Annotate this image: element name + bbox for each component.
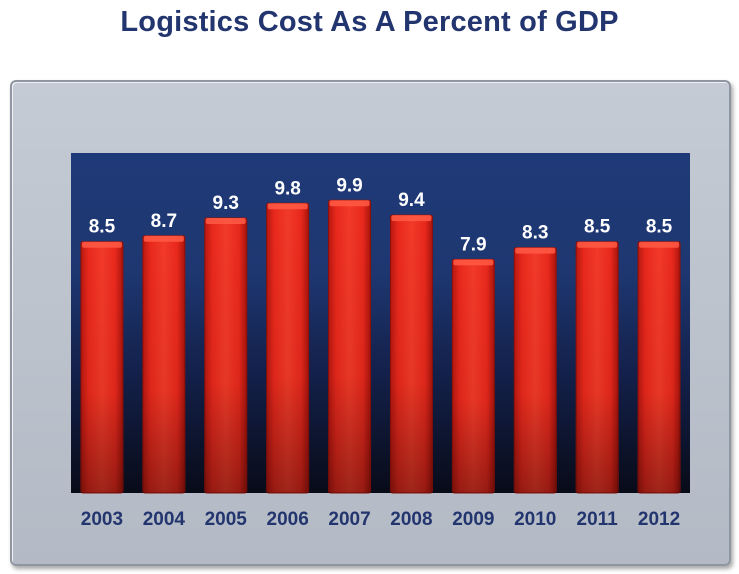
data-label-2008: 9.4 xyxy=(398,190,425,211)
bar-2010 xyxy=(513,247,557,494)
data-label-2012: 8.5 xyxy=(646,217,673,238)
x-tick-label-2010: 2010 xyxy=(514,509,556,530)
bar-2008 xyxy=(389,214,433,494)
x-tick-label-2007: 2007 xyxy=(328,509,370,530)
bar-2012 xyxy=(637,241,681,494)
x-tick-label-2009: 2009 xyxy=(452,509,494,530)
x-tick-label-2006: 2006 xyxy=(267,509,309,530)
data-label-2009: 7.9 xyxy=(460,234,486,255)
x-tick-label-2003: 2003 xyxy=(81,509,123,530)
data-label-2004: 8.7 xyxy=(151,211,177,232)
data-label-2007: 9.9 xyxy=(336,175,362,196)
data-label-2003: 8.5 xyxy=(89,217,116,238)
bar-2009 xyxy=(451,258,495,494)
x-tick-label-2008: 2008 xyxy=(390,509,432,530)
bar-2011 xyxy=(575,241,619,494)
bar-2007 xyxy=(328,199,372,494)
data-label-2011: 8.5 xyxy=(584,217,611,238)
bar-2003 xyxy=(80,241,124,494)
bar-2006 xyxy=(266,202,310,494)
data-label-2005: 9.3 xyxy=(213,193,239,214)
x-tick-label-2012: 2012 xyxy=(638,509,680,530)
x-tick-label-2004: 2004 xyxy=(143,509,186,530)
x-tick-label-2011: 2011 xyxy=(577,509,619,530)
x-tick-label-2005: 2005 xyxy=(205,509,248,530)
data-label-2006: 9.8 xyxy=(274,178,300,199)
chart-title: Logistics Cost As A Percent of GDP xyxy=(120,6,619,38)
bar-2005 xyxy=(204,217,248,494)
bar-2004 xyxy=(142,235,186,494)
data-label-2010: 8.3 xyxy=(522,223,548,244)
